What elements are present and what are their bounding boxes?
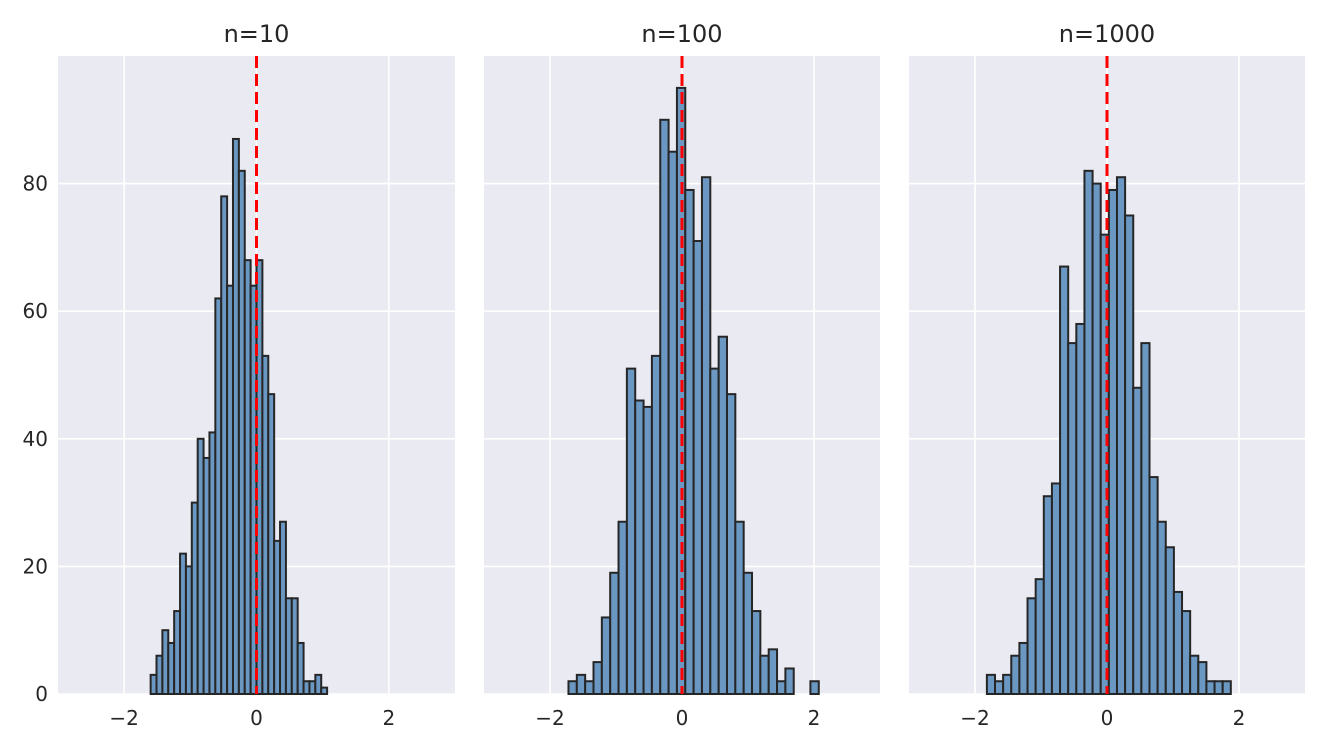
histogram-bar [634,399,645,695]
x-tick-label: 2 [808,706,821,730]
histogram-bar [575,673,587,695]
histogram-bar [584,680,595,695]
histogram-bar [296,641,305,696]
x-tick-label: −2 [960,706,989,730]
histogram-bar [567,680,578,695]
histogram-bar [985,673,997,695]
histogram-bar [659,118,670,696]
histogram-bar [1002,673,1013,695]
histogram-bar [625,367,637,695]
y-tick-label: 60 [23,299,48,323]
subplot-3: −2 0 2 n=1000 [909,20,1305,730]
histogram-bar [1115,176,1127,696]
histogram-bar [725,393,737,695]
histogram-bar [1164,546,1175,696]
histogram-bar [1107,188,1118,695]
histogram-bar [742,571,754,696]
histogram-bar [709,367,720,695]
histogram-bar [784,667,795,695]
histogram-bar [1156,520,1167,695]
histogram-bar [1034,578,1045,695]
histogram-bar [1213,680,1224,695]
histogram-bar [809,680,820,695]
histogram-bar [1181,610,1192,695]
histogram-bar [1205,680,1216,695]
x-tick-label: 2 [382,706,395,730]
histogram-bar [700,176,712,696]
y-tick-label: 20 [23,554,48,578]
histogram-bar [314,673,323,695]
x-tick-label: 2 [1233,706,1246,730]
histogram-bar [1059,265,1070,695]
x-tick-label: 0 [676,706,689,730]
histogram-bar [767,648,779,696]
histogram-bar [1067,342,1078,695]
panel-title: n=10 [224,20,290,48]
x-tick-label: −2 [535,706,564,730]
histogram-bar [692,240,703,696]
panel-title: n=100 [641,20,722,48]
histogram-bar [776,680,787,695]
histogram-bar [1042,495,1053,695]
x-tick-label: −2 [109,706,138,730]
histogram-bar [994,680,1005,695]
histogram-bar [1189,654,1200,695]
histogram-bar [1050,482,1062,695]
histogram-bar [1140,342,1151,695]
subplot-2: −2 0 2 n=100 [484,20,880,730]
histogram-bar [617,520,628,695]
histogram-bar [1083,169,1094,695]
histogram-bar [684,188,695,695]
histogram-bar [1010,654,1021,695]
histogram-bar [734,520,745,695]
histogram-bar [1132,386,1143,695]
x-tick-label: 0 [1101,706,1114,730]
histogram-bar [650,354,662,695]
histogram-bar [1026,597,1037,695]
histogram-bar [609,571,620,696]
histogram-bar [600,616,612,695]
histogram-bar [1124,214,1135,695]
histogram-bar [717,335,728,695]
y-tick-label: 80 [23,172,48,196]
histogram-bar [1172,590,1184,695]
histogram-bar [667,150,678,695]
histogram-bar [759,654,770,695]
histogram-bar [320,686,329,695]
histogram-bar [1018,641,1029,696]
histogram-bar [1148,476,1159,695]
histogram-bar [592,661,603,695]
x-tick-label: 0 [250,706,263,730]
y-tick-label: 0 [35,682,48,706]
histogram-bar [1197,661,1208,695]
histogram-bar [1091,182,1102,695]
y-tick-label: 40 [23,427,48,451]
histogram-bar [1221,680,1232,695]
histogram-bar [642,405,653,695]
panel-title: n=1000 [1059,20,1155,48]
histogram-bar [1075,322,1086,695]
histogram-bar [751,610,762,695]
